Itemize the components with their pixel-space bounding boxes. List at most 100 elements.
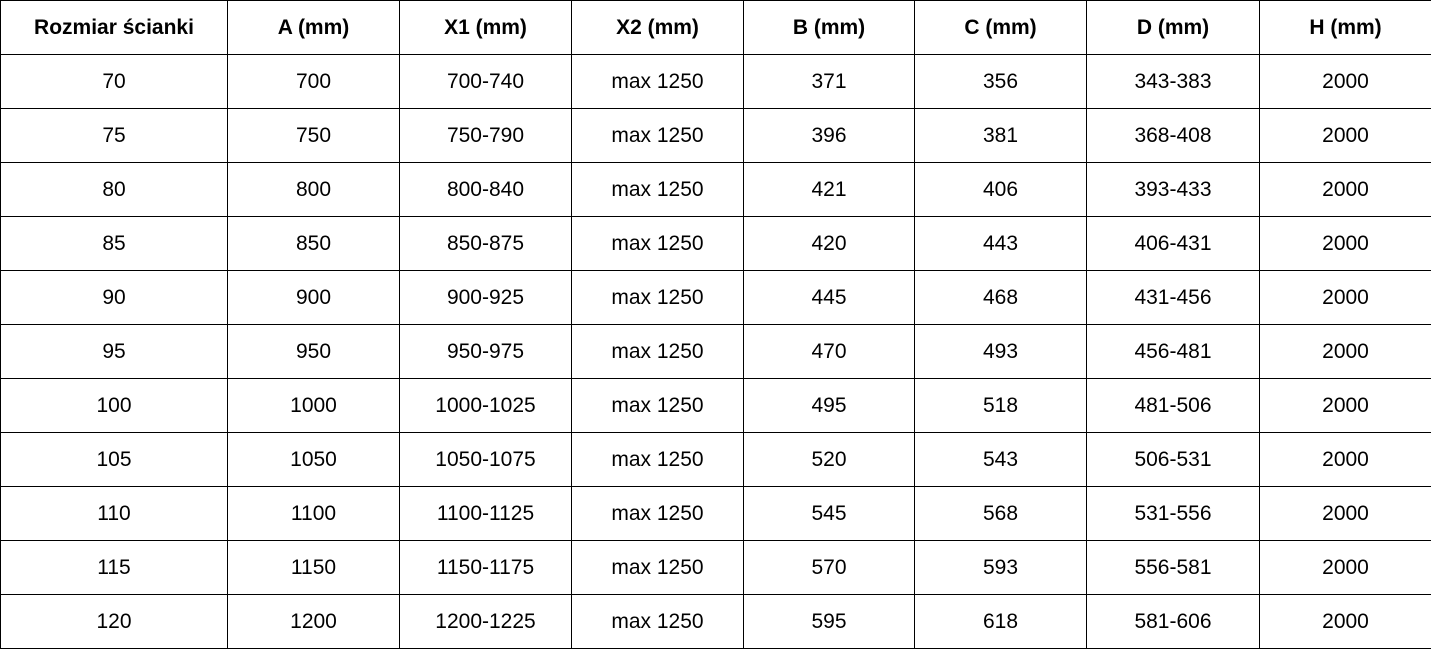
table-cell: 556-581 [1086, 540, 1260, 595]
column-header: B (mm) [743, 0, 915, 55]
table-cell: 1150 [227, 540, 400, 595]
table-cell: 431-456 [1086, 270, 1260, 325]
table-cell: 95 [0, 324, 228, 379]
table-cell: 850-875 [399, 216, 572, 271]
table-cell: 750-790 [399, 108, 572, 163]
column-header: H (mm) [1259, 0, 1431, 55]
table-cell: 543 [914, 432, 1087, 487]
column-header: X2 (mm) [571, 0, 744, 55]
table-row: 70 700 700-740 max 1250 371 356 343-383 2000 [0, 54, 1431, 109]
table-cell: 368-408 [1086, 108, 1260, 163]
table-cell: 1200 [227, 594, 400, 649]
table-cell: 900 [227, 270, 400, 325]
table-cell: 595 [743, 594, 915, 649]
table-row: 95 950 950-975 max 1250 470 493 456-481 2000 [0, 324, 1431, 379]
table-cell: 545 [743, 486, 915, 541]
table-cell: 2000 [1259, 378, 1431, 433]
table-cell: 950-975 [399, 324, 572, 379]
table-cell: 70 [0, 54, 228, 109]
table-cell: 581-606 [1086, 594, 1260, 649]
table-cell: 2000 [1259, 270, 1431, 325]
table-cell: 75 [0, 108, 228, 163]
table-cell: 85 [0, 216, 228, 271]
table-cell: 506-531 [1086, 432, 1260, 487]
table-cell: 618 [914, 594, 1087, 649]
table-cell: 100 [0, 378, 228, 433]
table-cell: 850 [227, 216, 400, 271]
table-cell: 518 [914, 378, 1087, 433]
table-cell: 700-740 [399, 54, 572, 109]
column-header: D (mm) [1086, 0, 1260, 55]
table-cell: 2000 [1259, 486, 1431, 541]
table-cell: 443 [914, 216, 1087, 271]
column-header: C (mm) [914, 0, 1087, 55]
header-row: Rozmiar ścianki A (mm) X1 (mm) X2 (mm) B (mm… [0, 0, 1431, 55]
table-cell: max 1250 [571, 486, 744, 541]
table-cell: 470 [743, 324, 915, 379]
table-cell: 531-556 [1086, 486, 1260, 541]
table-cell: max 1250 [571, 378, 744, 433]
table-cell: 456-481 [1086, 324, 1260, 379]
table-cell: 593 [914, 540, 1087, 595]
table-cell: 900-925 [399, 270, 572, 325]
table-row: 110 1100 1100-1125 max 1250 545 568 531-556 200… [0, 486, 1431, 541]
table-cell: max 1250 [571, 594, 744, 649]
table-cell: 356 [914, 54, 1087, 109]
table-cell: 393-433 [1086, 162, 1260, 217]
table-cell: max 1250 [571, 162, 744, 217]
table-cell: 2000 [1259, 162, 1431, 217]
table-cell: 2000 [1259, 594, 1431, 649]
table-cell: 750 [227, 108, 400, 163]
table-cell: 80 [0, 162, 228, 217]
table-cell: 420 [743, 216, 915, 271]
table-row: 115 1150 1150-1175 max 1250 570 593 556-581 200… [0, 540, 1431, 595]
table-cell: 2000 [1259, 54, 1431, 109]
table-row: 75 750 750-790 max 1250 396 381 368-408 2000 [0, 108, 1431, 163]
table-row: 105 1050 1050-1075 max 1250 520 543 506-531 200… [0, 432, 1431, 487]
table-cell: 950 [227, 324, 400, 379]
table-cell: 406-431 [1086, 216, 1260, 271]
table-cell: max 1250 [571, 216, 744, 271]
table-cell: 1200-1225 [399, 594, 572, 649]
table-row: 90 900 900-925 max 1250 445 468 431-456 2000 [0, 270, 1431, 325]
table-cell: 495 [743, 378, 915, 433]
table-cell: 406 [914, 162, 1087, 217]
column-header: A (mm) [227, 0, 400, 55]
table-cell: max 1250 [571, 54, 744, 109]
table-cell: 1150-1175 [399, 540, 572, 595]
table-row: 100 1000 1000-1025 max 1250 495 518 481-506 200… [0, 378, 1431, 433]
column-header: Rozmiar ścianki [0, 0, 228, 55]
table-cell: 2000 [1259, 216, 1431, 271]
table-cell: 2000 [1259, 324, 1431, 379]
table-cell: 2000 [1259, 432, 1431, 487]
table-row: 80 800 800-840 max 1250 421 406 393-433 2000 [0, 162, 1431, 217]
table-cell: 343-383 [1086, 54, 1260, 109]
table-cell: 105 [0, 432, 228, 487]
table-cell: 445 [743, 270, 915, 325]
column-header: X1 (mm) [399, 0, 572, 55]
table-cell: 700 [227, 54, 400, 109]
table-cell: 1000-1025 [399, 378, 572, 433]
table-cell: 120 [0, 594, 228, 649]
table-cell: 1050-1075 [399, 432, 572, 487]
table-cell: 493 [914, 324, 1087, 379]
table-cell: 800-840 [399, 162, 572, 217]
table-cell: 1000 [227, 378, 400, 433]
table-row: 120 1200 1200-1225 max 1250 595 618 581-606 200… [0, 594, 1431, 649]
table-cell: 568 [914, 486, 1087, 541]
table-cell: 2000 [1259, 108, 1431, 163]
table-cell: 570 [743, 540, 915, 595]
table-cell: 396 [743, 108, 915, 163]
table-cell: 90 [0, 270, 228, 325]
table-cell: 481-506 [1086, 378, 1260, 433]
table-cell: 520 [743, 432, 915, 487]
table-cell: 1050 [227, 432, 400, 487]
table-cell: 468 [914, 270, 1087, 325]
table-cell: max 1250 [571, 324, 744, 379]
table-cell: 371 [743, 54, 915, 109]
table-cell: max 1250 [571, 270, 744, 325]
table-cell: 381 [914, 108, 1087, 163]
table-cell: max 1250 [571, 540, 744, 595]
table-cell: max 1250 [571, 432, 744, 487]
